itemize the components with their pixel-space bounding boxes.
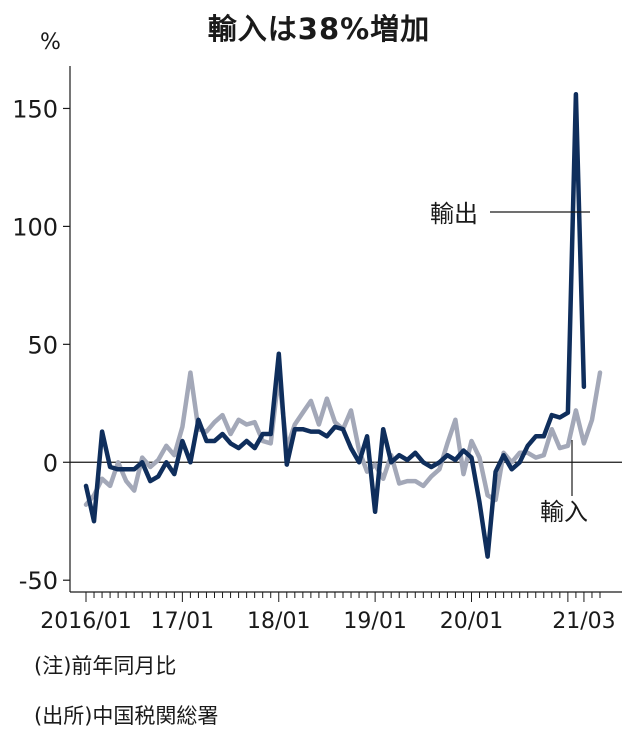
y-tick-label: 50 (27, 331, 58, 359)
series-line-imports (83, 370, 603, 507)
x-tick-label: 2016/01 (40, 609, 131, 634)
x-tick-label: 20/01 (440, 609, 503, 634)
x-tick-label: 21/03 (552, 609, 615, 634)
y-tick-label: 150 (12, 95, 58, 123)
y-axis-unit: % (40, 30, 61, 55)
series-line-exports (83, 92, 587, 559)
y-tick-label: 100 (12, 213, 58, 241)
line-chart: 150 100 50 0 -50 2016/01 17/01 18/01 19/01 20/01… (12, 66, 622, 634)
series-label-exports: 輸出 (430, 200, 478, 228)
note-source: (出所)中国税関総署 (34, 704, 219, 728)
y-tick-label: 0 (43, 449, 58, 477)
series-lines (83, 92, 603, 559)
x-tick-label: 18/01 (247, 609, 310, 634)
x-tick-label: 19/01 (343, 609, 406, 634)
x-tick-label: 17/01 (151, 609, 214, 634)
series-label-imports: 輸入 (540, 498, 588, 526)
y-axis: 150 100 50 0 -50 (12, 66, 622, 595)
chart-title: 輸入は38%増加 (207, 12, 431, 46)
note-yoy: (注)前年同月比 (34, 654, 177, 678)
x-axis: 2016/01 17/01 18/01 19/01 20/01 21/03 (40, 591, 622, 634)
y-tick-label: -50 (19, 567, 58, 595)
